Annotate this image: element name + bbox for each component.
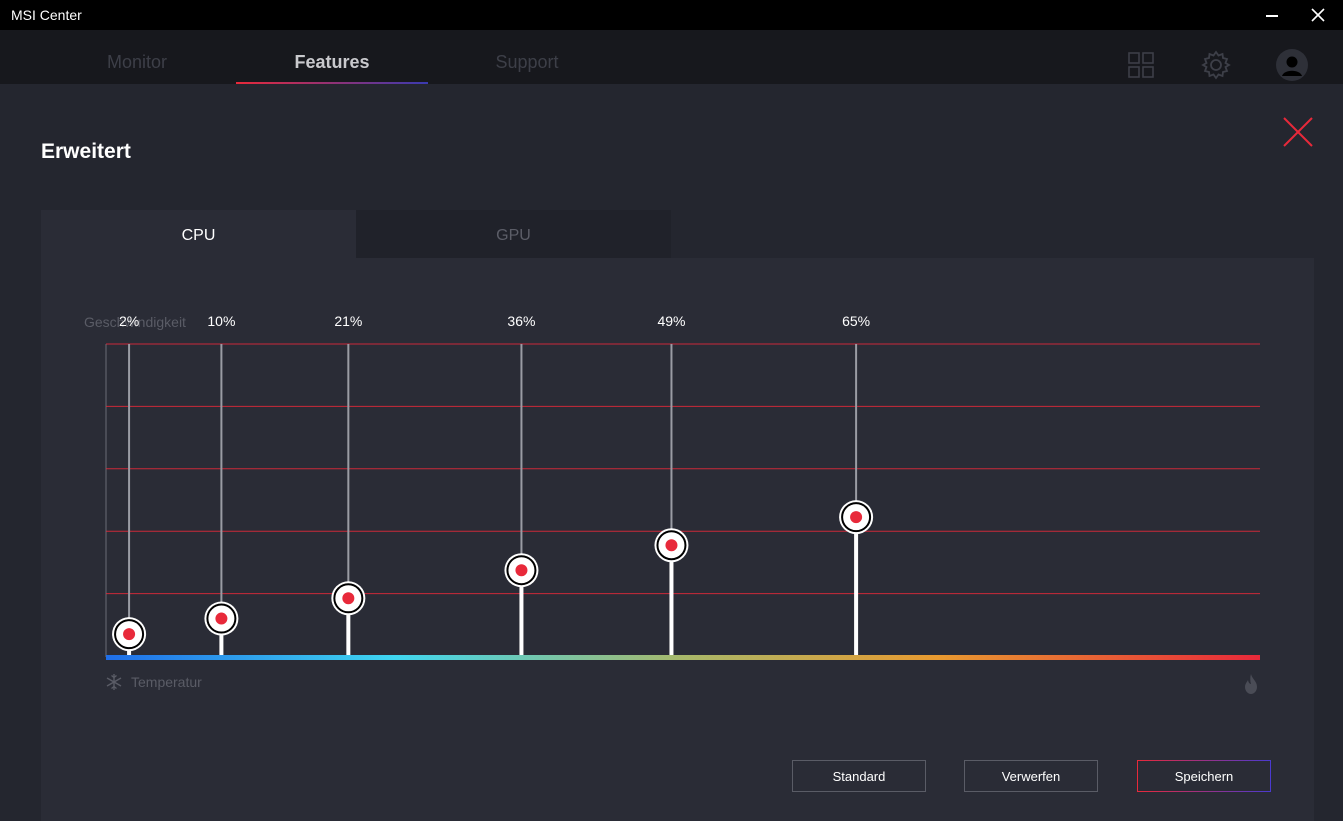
close-icon (1311, 8, 1325, 22)
point-value-label: 36% (507, 313, 535, 329)
tab-features[interactable]: Features (294, 52, 370, 72)
tab-monitor[interactable]: Monitor (106, 52, 168, 72)
point-value-label: 49% (657, 313, 685, 329)
point-value-label: 10% (207, 313, 235, 329)
minimize-button[interactable] (1250, 0, 1294, 30)
settings-button[interactable] (1201, 50, 1231, 80)
avatar-icon (1276, 49, 1308, 81)
point-handle-dot (215, 612, 228, 625)
fan-curve-point[interactable]: 21% (331, 313, 366, 656)
user-avatar-button[interactable] (1276, 49, 1308, 81)
gear-icon (1201, 50, 1231, 80)
tab-support[interactable]: Support (495, 52, 559, 72)
point-value-label: 65% (842, 313, 870, 329)
grid-icon (1128, 52, 1154, 78)
y-axis-label: Geschwindigkeit (84, 314, 186, 330)
point-handle-dot (342, 592, 355, 605)
window-close-button[interactable] (1296, 0, 1340, 30)
point-handle-dot (665, 539, 678, 552)
active-tab-indicator (236, 82, 428, 84)
title-bar: MSI Center (0, 0, 1343, 30)
grid-button[interactable] (1126, 50, 1156, 80)
tab-gpu[interactable]: GPU (356, 210, 671, 258)
save-button[interactable]: Speichern (1137, 760, 1271, 792)
fan-curve-point[interactable]: 49% (654, 313, 689, 656)
tab-cpu[interactable]: CPU (41, 210, 356, 258)
snowflake-icon (106, 674, 122, 690)
main-navigation: Monitor Features Support (0, 30, 1343, 84)
panel-close-icon[interactable] (1280, 114, 1316, 150)
fan-curve-point[interactable]: 36% (504, 313, 539, 656)
page-title: Erweitert (41, 140, 131, 163)
point-value-label: 21% (334, 313, 362, 329)
point-handle-dot (515, 564, 528, 577)
temperature-gradient-bar (106, 655, 1260, 660)
fan-curve-point[interactable]: 2% (112, 313, 147, 656)
x-axis-label-group: Temperatur (105, 673, 202, 691)
point-handle-dot (850, 511, 863, 524)
fan-curve-point[interactable]: 65% (839, 313, 874, 656)
minimize-icon (1266, 15, 1278, 17)
discard-button[interactable]: Verwerfen (964, 760, 1098, 792)
point-handle-dot (123, 628, 136, 641)
app-title: MSI Center (11, 7, 82, 23)
point-value-label: 2% (119, 313, 139, 329)
fan-curve-point[interactable]: 10% (204, 313, 239, 656)
standard-button[interactable]: Standard (792, 760, 926, 792)
x-axis-label: Temperatur (131, 674, 202, 690)
flame-icon (1245, 674, 1257, 694)
